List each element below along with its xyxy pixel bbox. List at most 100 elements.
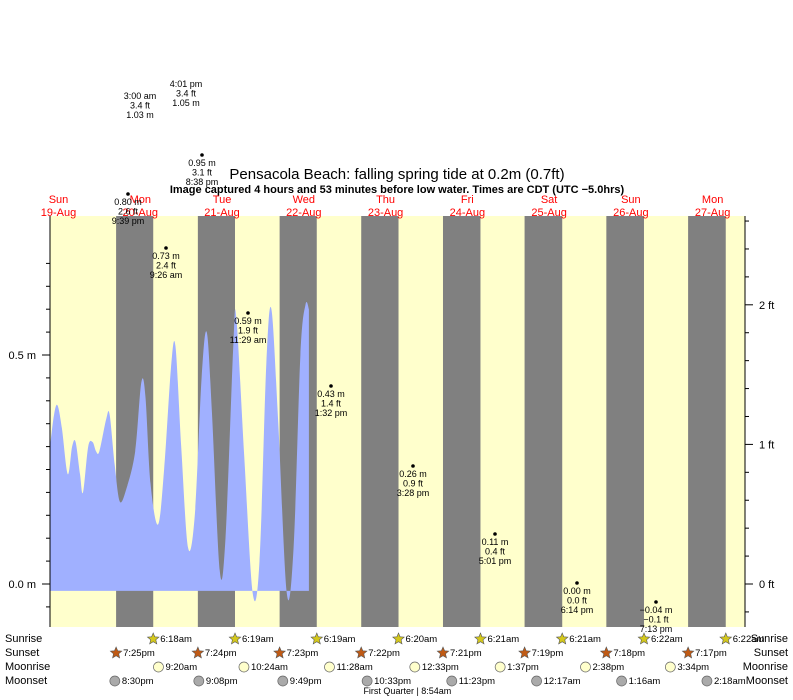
row-label-left: Moonrise [5,661,50,673]
moonset-time: 2:18am [714,676,746,687]
sunrise-time: 6:22am [733,634,765,645]
tide-area-group [50,301,309,602]
moonrise-icon [409,661,421,673]
day-name: Mon [702,194,723,206]
night-band [688,216,726,627]
sunrise-star [228,632,242,645]
day-date: 27-Aug [695,207,730,219]
day-name: Sat [541,194,558,206]
sunset-time: 7:25pm [123,648,155,659]
sunrise-star [719,632,733,645]
row-label-right: Moonrise [743,661,788,673]
tide-extreme: 0.80 m2.6 ft9:39 pm [112,192,145,226]
moonrise-icon [494,661,506,673]
extreme-label: 0.0 ft [567,596,588,606]
extreme-label: 9:26 am [150,270,183,280]
sunset-star [518,646,532,659]
night-band [524,216,563,627]
extreme-label: 0.80 m [114,197,142,207]
day-name: Wed [293,194,315,206]
left-tick-label: 0.5 m [8,350,36,362]
day-date: 23-Aug [368,207,403,219]
day-night-bands [50,216,745,627]
extreme-label: 0.4 ft [485,547,506,557]
day-name: Fri [461,194,474,206]
moonset-time: 11:23pm [459,676,495,687]
tide-extreme: 3:00 am3.4 ft1.03 m [124,91,157,120]
extreme-label: 9:39 pm [112,216,145,226]
axes: 0.0 m 0.5 m 0 ft 1 ft 2 ft [8,216,774,627]
day-date: 19-Aug [41,207,76,219]
moonset-time: 12:17am [544,676,581,687]
moon-phase-label: First Quarter | 8:54am [363,686,451,696]
moonrise-icon [664,661,676,673]
extreme-label: 0.26 m [399,469,427,479]
extreme-label: 3:28 pm [397,488,430,498]
row-label-left: Moonset [5,675,47,687]
extreme-label: 1.03 m [126,110,154,120]
moonset-icon [616,675,627,687]
extreme-label: 11:29 am [230,335,267,345]
right-tick-label: 1 ft [759,439,774,451]
extreme-label: 6:14 pm [561,605,594,615]
left-tick-label: 0.0 m [8,579,36,591]
extreme-dot [200,153,204,157]
moonset-icon [277,675,289,687]
night-band [361,216,399,627]
sunset-star [599,646,613,659]
extreme-label: 0.59 m [234,316,262,326]
tide-extreme: 0.26 m0.9 ft3:28 pm [397,464,430,498]
sunrise-time: 6:21am [487,634,519,645]
extreme-dot [246,311,250,315]
sunset-time: 7:17pm [695,648,727,659]
row-label-right: Sunrise [751,633,788,645]
moonrise-time: 1:37pm [507,662,539,673]
extreme-dot [164,246,168,250]
extreme-label: 0.11 m [482,537,509,547]
extreme-label: 2.4 ft [156,261,177,271]
sunset-time: 7:19pm [532,648,564,659]
moonset-icon [531,675,542,687]
sunrise-star [146,632,160,645]
sunset-time: 7:24pm [205,648,237,659]
tide-extreme: 4:01 pm3.4 ft1.05 m [170,79,203,108]
extreme-label: 1.05 m [172,98,200,108]
day-date: 20-Aug [123,207,158,219]
day-date: 22-Aug [286,207,321,219]
extreme-label: 1.4 ft [321,399,342,409]
chart-title: Pensacola Beach: falling spring tide at … [229,166,564,183]
moonrise-time: 12:33pm [422,662,459,673]
moonrise-icon [238,661,250,673]
sunset-star [436,646,450,659]
day-labels: Sun19-AugMon20-AugTue21-AugWed22-AugThu2… [41,194,731,219]
extreme-label: 2.6 ft [118,207,139,217]
day-name: Sun [49,194,69,206]
extreme-dot [575,581,579,585]
right-tick-label: 0 ft [759,579,774,591]
moonset-time: 9:49pm [290,676,322,687]
moonrise-icon [580,661,591,673]
sunset-time: 7:18pm [613,648,645,659]
moonset-time: 10:33pm [374,676,411,687]
tide-extreme: 0.43 m1.4 ft1:32 pm [315,384,347,418]
moonset-icon [193,675,205,687]
night-band [606,216,644,627]
day-name: Tue [213,194,232,206]
extreme-label: 0.73 m [152,251,180,261]
extreme-label: 0.43 m [317,389,345,399]
sunset-star [354,646,368,659]
extreme-label: −0.1 ft [643,615,669,625]
extreme-label: 8:38 pm [186,177,219,187]
moonrise-time: 2:38pm [592,662,624,673]
extreme-dot [654,600,658,604]
moonrise-time: 10:24am [251,662,288,673]
extreme-label: 4:01 pm [170,79,203,89]
day-name: Mon [130,194,151,206]
night-band [442,216,481,627]
sunrise-time: 6:18am [160,634,192,645]
sunrise-time: 6:20am [406,634,438,645]
day-name: Sun [621,194,641,206]
sunrise-star [310,632,324,645]
extreme-label: 3.4 ft [176,89,197,99]
